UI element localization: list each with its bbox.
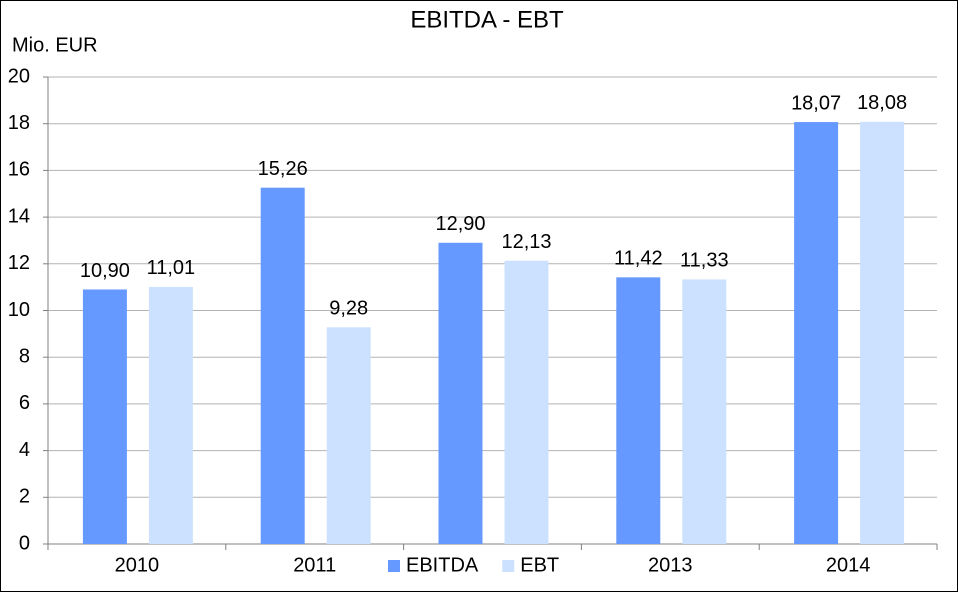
- y-tick-label: 20: [8, 65, 30, 87]
- data-label: 11,33: [680, 250, 729, 272]
- bar: [860, 121, 905, 544]
- x-tick-label: 2014: [826, 554, 871, 576]
- bar: [260, 187, 305, 544]
- legend-swatch: [502, 560, 515, 572]
- y-tick-label: 10: [8, 299, 30, 321]
- bar: [504, 260, 549, 544]
- data-label: 11,42: [614, 248, 663, 270]
- data-label: 11,01: [147, 257, 196, 279]
- bar: [82, 289, 127, 544]
- data-label: 12,90: [435, 213, 485, 235]
- data-label: 18,07: [791, 92, 841, 114]
- bar: [616, 277, 661, 544]
- x-tick-label: 2011: [293, 554, 336, 576]
- legend-label: EBT: [520, 554, 559, 576]
- y-tick-label: 0: [19, 532, 30, 554]
- y-axis-label: Mio. EUR: [12, 34, 98, 56]
- bar: [794, 122, 839, 545]
- y-tick-label: 18: [8, 112, 30, 134]
- bar: [438, 242, 483, 544]
- legend-label: EBITDA: [406, 554, 479, 576]
- bar: [682, 279, 727, 544]
- x-tick-label: 2013: [648, 554, 693, 576]
- y-tick-label: 8: [19, 345, 30, 367]
- legend-swatch: [388, 560, 400, 572]
- data-label: 9,28: [329, 298, 368, 320]
- data-label: 12,13: [501, 231, 551, 253]
- bar: [148, 286, 193, 544]
- data-label: 15,26: [258, 158, 308, 180]
- data-label: 10,90: [80, 260, 130, 282]
- data-label: 18,08: [857, 92, 907, 114]
- chart-title: EBITDA - EBT: [410, 6, 564, 33]
- y-tick-label: 16: [8, 159, 30, 181]
- y-tick-label: 2: [19, 486, 30, 508]
- bar: [326, 327, 371, 544]
- x-tick-label: 2010: [115, 554, 160, 576]
- y-tick-label: 14: [8, 205, 30, 227]
- y-tick-label: 12: [8, 252, 30, 274]
- y-tick-label: 6: [19, 392, 30, 414]
- y-tick-label: 4: [19, 439, 30, 461]
